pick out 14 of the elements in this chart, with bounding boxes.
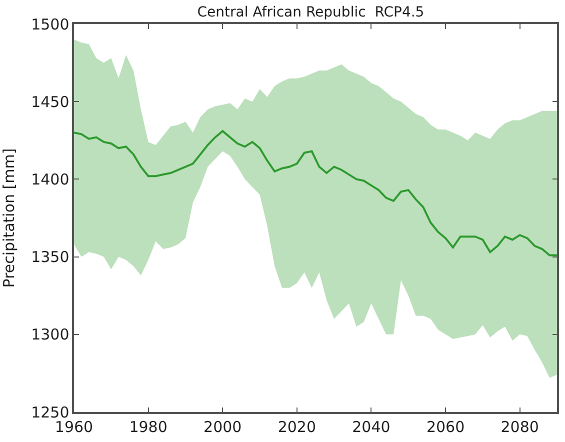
x-tick-label: 2000 (204, 418, 242, 436)
x-tick-label: 1980 (129, 418, 168, 436)
chart-title: Central African Republic RCP4.5 (197, 4, 424, 20)
y-tick-label: 1450 (31, 92, 70, 111)
x-tick-label: 2020 (278, 418, 316, 436)
y-tick-label: 1400 (31, 170, 70, 188)
y-tick-label: 1350 (31, 248, 70, 266)
x-tick-label: 2040 (352, 418, 390, 436)
x-tick-label: 2080 (500, 418, 539, 436)
y-axis-title: Precipitation [mm] (0, 148, 18, 288)
x-tick-label: 2060 (426, 418, 465, 436)
y-tick-label: 1500 (31, 15, 70, 34)
y-tick-label: 1300 (31, 326, 70, 344)
line-series (74, 130, 557, 256)
